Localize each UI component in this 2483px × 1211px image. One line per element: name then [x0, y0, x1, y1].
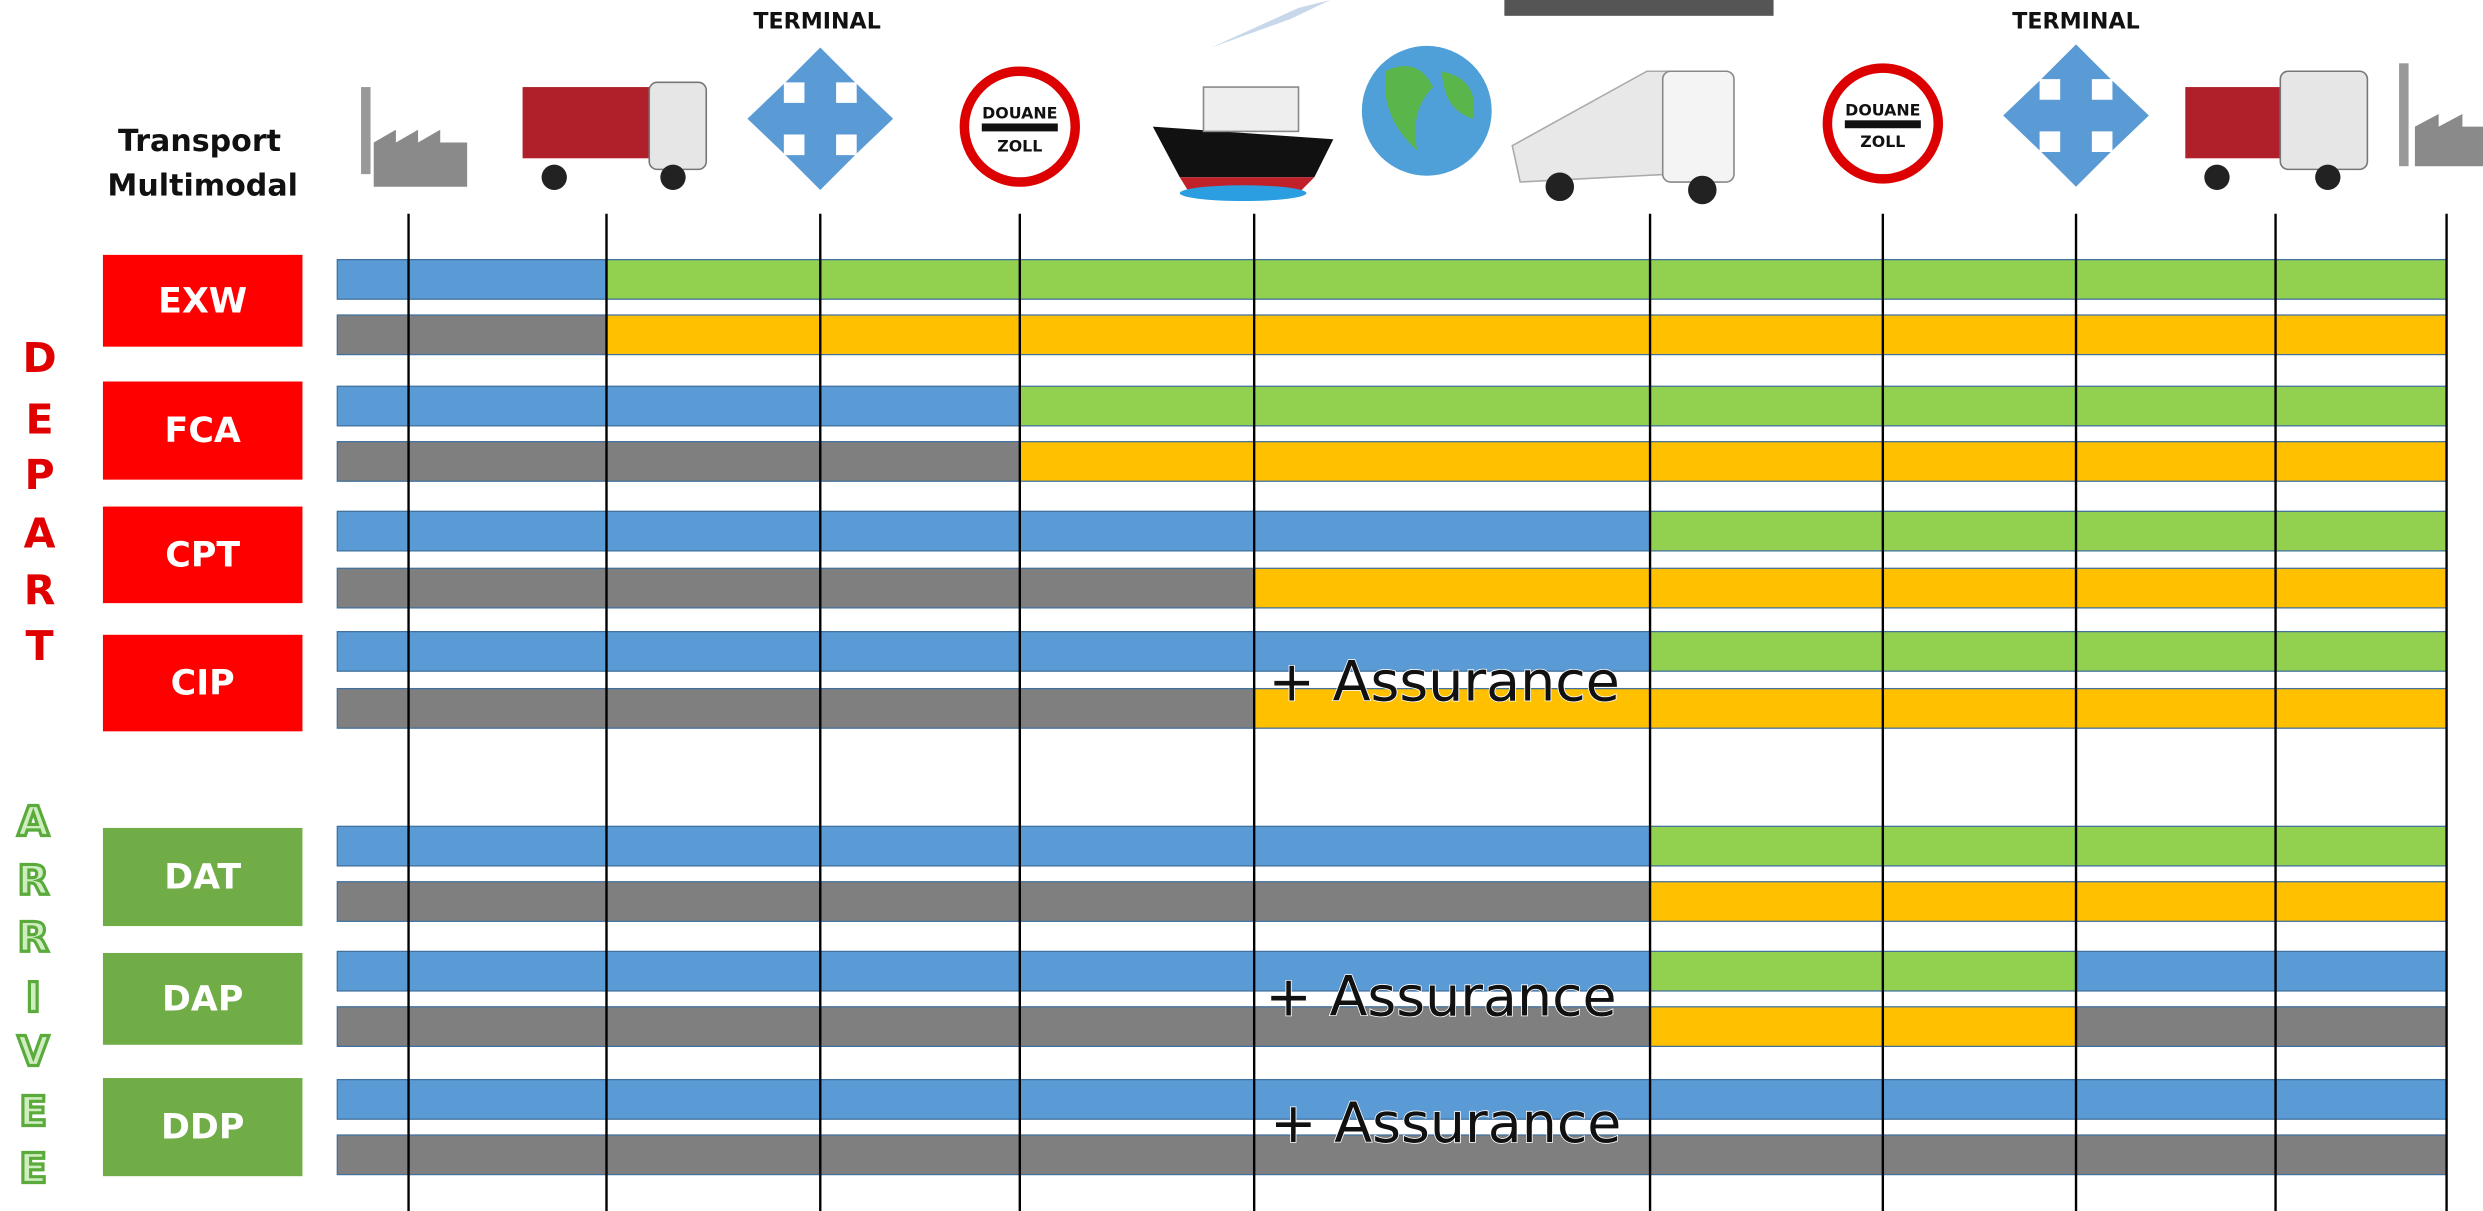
wheel [542, 165, 567, 190]
side-letter: E [19, 1087, 47, 1135]
note: + Assurance [1270, 1092, 1621, 1156]
ship-deck [1203, 87, 1298, 131]
terminal-label: TERMINAL [2012, 9, 2139, 35]
bar-segment [1254, 568, 2446, 608]
truck-container [2185, 87, 2280, 158]
note: + Assurance [1269, 651, 1620, 715]
train [1504, 0, 1773, 16]
bar-segment [606, 260, 2446, 300]
bar-segment [1650, 826, 2447, 866]
wheel [1688, 176, 1717, 204]
term-label: CIP [171, 664, 235, 704]
side-letter: P [25, 451, 55, 499]
bar-segment [606, 315, 2446, 355]
side-letter: E [19, 1144, 47, 1192]
bar-segment [2076, 1007, 2447, 1047]
truck-cab [649, 82, 706, 169]
terminal-arrows [2003, 44, 2149, 186]
side-letter: R [17, 856, 49, 904]
term-label: DAT [164, 858, 241, 898]
bar-segment [337, 442, 1020, 482]
terminal-label: TERMINAL [753, 9, 880, 35]
title-line: Transport [118, 124, 281, 159]
bar-segment [1650, 1007, 2076, 1047]
wheel [660, 165, 685, 190]
side-letter: A [17, 798, 49, 846]
customs-bottom: ZOLL [1860, 132, 1905, 151]
side-letter: I [26, 973, 41, 1021]
water [1180, 185, 1307, 201]
diagram: Transport Multimodal TERMINAL TERMINAL D… [0, 0, 2483, 1211]
term-label: CPT [165, 535, 240, 575]
bar-segment [1650, 632, 2447, 672]
factory-chimney [361, 87, 371, 174]
wheel [2204, 165, 2229, 190]
bar-segment [337, 315, 606, 355]
side-letter: R [17, 913, 49, 961]
customs-bar [1845, 120, 1921, 128]
plane [1211, 0, 1330, 47]
bar-segment [1020, 442, 2447, 482]
term-label: EXW [158, 281, 247, 321]
customs-top: DOUANE [1845, 100, 1920, 119]
truck-cab [1663, 71, 1734, 182]
bar-segment [1650, 882, 2447, 922]
truck-cab [2280, 71, 2367, 169]
bar-segment [1650, 951, 2076, 991]
side-letter: E [26, 396, 54, 444]
bar-segment [2076, 951, 2447, 991]
bar-segment [337, 511, 1650, 551]
bar-segment [337, 568, 1254, 608]
side-letter: D [22, 334, 56, 382]
term-label: DDP [161, 1108, 244, 1148]
side-letter: V [17, 1027, 49, 1075]
title-line: Multimodal [107, 168, 298, 203]
page: Transport Multimodal TERMINAL TERMINAL D… [0, 0, 2483, 1211]
bars [337, 260, 2446, 1175]
side-letter: T [26, 622, 54, 670]
bar-segment [1020, 386, 2447, 426]
factory [2415, 114, 2483, 166]
side-letter: R [24, 567, 56, 615]
customs-top: DOUANE [982, 103, 1057, 122]
bar-segment [337, 260, 606, 300]
factory [374, 130, 467, 187]
bar-segment [337, 386, 1020, 426]
wheel [1546, 173, 1575, 201]
note: + Assurance [1265, 966, 1616, 1030]
side-letter: A [24, 510, 56, 558]
bar-segment [337, 882, 1650, 922]
factory-chimney [2399, 63, 2409, 166]
bar-segment [337, 826, 1650, 866]
customs-bottom: ZOLL [997, 137, 1042, 156]
terminal-arrows [747, 47, 893, 189]
bar-segment [337, 689, 1254, 729]
term-label: DAP [162, 979, 243, 1019]
ship-hull [1153, 127, 1334, 178]
bar-segment [1650, 511, 2447, 551]
icons [361, 0, 2483, 204]
customs-bar [982, 123, 1058, 131]
term-label: FCA [165, 411, 241, 451]
tanker [1512, 71, 1670, 182]
truck-container [523, 87, 650, 158]
wheel [2315, 165, 2340, 190]
